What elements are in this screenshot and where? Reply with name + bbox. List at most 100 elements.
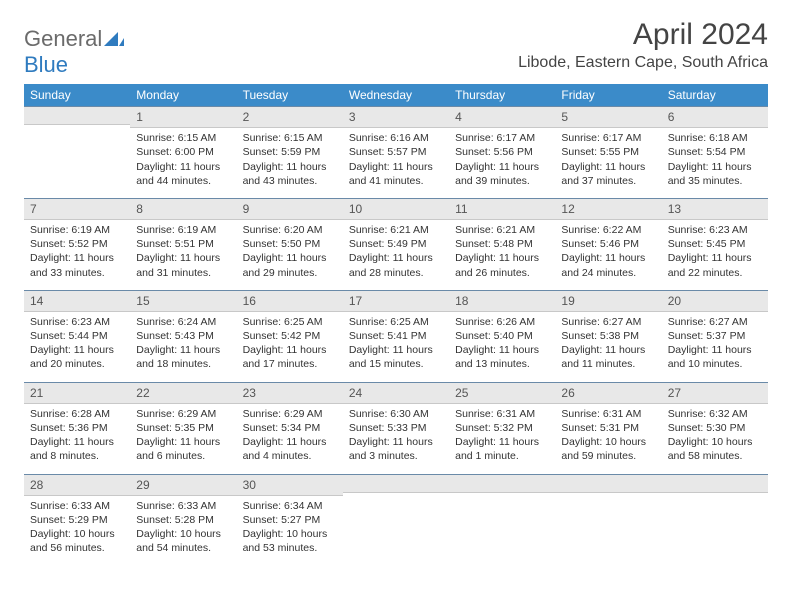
daylight-text: Daylight: 11 hours and 10 minutes. [668,343,762,371]
day-number: 15 [130,290,236,312]
calendar-day-cell: 22Sunrise: 6:29 AMSunset: 5:35 PMDayligh… [130,382,236,474]
day-content: Sunrise: 6:20 AMSunset: 5:50 PMDaylight:… [237,220,343,290]
calendar-day-cell: 20Sunrise: 6:27 AMSunset: 5:37 PMDayligh… [662,290,768,382]
calendar-day-cell: 15Sunrise: 6:24 AMSunset: 5:43 PMDayligh… [130,290,236,382]
calendar-day-cell: 25Sunrise: 6:31 AMSunset: 5:32 PMDayligh… [449,382,555,474]
sunrise-text: Sunrise: 6:17 AM [455,131,549,145]
calendar-day-cell: 3Sunrise: 6:16 AMSunset: 5:57 PMDaylight… [343,106,449,198]
sunrise-text: Sunrise: 6:33 AM [136,499,230,513]
day-content: Sunrise: 6:29 AMSunset: 5:34 PMDaylight:… [237,404,343,474]
day-number: 26 [555,382,661,404]
calendar-day-cell [24,106,130,198]
sunrise-text: Sunrise: 6:31 AM [561,407,655,421]
sunrise-text: Sunrise: 6:25 AM [243,315,337,329]
day-content: Sunrise: 6:15 AMSunset: 6:00 PMDaylight:… [130,128,236,198]
sunrise-text: Sunrise: 6:28 AM [30,407,124,421]
sunrise-text: Sunrise: 6:24 AM [136,315,230,329]
sunset-text: Sunset: 5:54 PM [668,145,762,159]
sunset-text: Sunset: 5:46 PM [561,237,655,251]
calendar-day-cell: 11Sunrise: 6:21 AMSunset: 5:48 PMDayligh… [449,198,555,290]
daylight-text: Daylight: 11 hours and 28 minutes. [349,251,443,279]
sunset-text: Sunset: 5:35 PM [136,421,230,435]
day-content: Sunrise: 6:17 AMSunset: 5:56 PMDaylight:… [449,128,555,198]
calendar-week-row: 28Sunrise: 6:33 AMSunset: 5:29 PMDayligh… [24,474,768,566]
sail-icon [104,30,124,51]
day-number: 2 [237,106,343,128]
sunset-text: Sunset: 5:27 PM [243,513,337,527]
daylight-text: Daylight: 11 hours and 15 minutes. [349,343,443,371]
sunset-text: Sunset: 5:52 PM [30,237,124,251]
brand-logo: General Blue [24,18,124,78]
day-number: 16 [237,290,343,312]
sunrise-text: Sunrise: 6:19 AM [30,223,124,237]
daylight-text: Daylight: 11 hours and 8 minutes. [30,435,124,463]
sunrise-text: Sunrise: 6:26 AM [455,315,549,329]
daylight-text: Daylight: 11 hours and 17 minutes. [243,343,337,371]
daylight-text: Daylight: 10 hours and 58 minutes. [668,435,762,463]
sunrise-text: Sunrise: 6:15 AM [136,131,230,145]
daylight-text: Daylight: 11 hours and 13 minutes. [455,343,549,371]
day-number [449,474,555,493]
daylight-text: Daylight: 11 hours and 41 minutes. [349,160,443,188]
day-number: 29 [130,474,236,496]
day-content: Sunrise: 6:23 AMSunset: 5:44 PMDaylight:… [24,312,130,382]
day-content: Sunrise: 6:25 AMSunset: 5:42 PMDaylight:… [237,312,343,382]
day-content: Sunrise: 6:32 AMSunset: 5:30 PMDaylight:… [662,404,768,474]
calendar-body: 1Sunrise: 6:15 AMSunset: 6:00 PMDaylight… [24,106,768,565]
day-number: 13 [662,198,768,220]
daylight-text: Daylight: 11 hours and 22 minutes. [668,251,762,279]
day-content: Sunrise: 6:27 AMSunset: 5:37 PMDaylight:… [662,312,768,382]
day-number: 17 [343,290,449,312]
day-content: Sunrise: 6:34 AMSunset: 5:27 PMDaylight:… [237,496,343,566]
day-number: 24 [343,382,449,404]
day-content: Sunrise: 6:17 AMSunset: 5:55 PMDaylight:… [555,128,661,198]
day-number [343,474,449,493]
sunrise-text: Sunrise: 6:19 AM [136,223,230,237]
calendar-day-cell: 23Sunrise: 6:29 AMSunset: 5:34 PMDayligh… [237,382,343,474]
day-number: 8 [130,198,236,220]
sunset-text: Sunset: 5:31 PM [561,421,655,435]
sunset-text: Sunset: 5:33 PM [349,421,443,435]
sunrise-text: Sunrise: 6:21 AM [349,223,443,237]
sunset-text: Sunset: 5:56 PM [455,145,549,159]
title-block: April 2024 Libode, Eastern Cape, South A… [518,18,768,72]
day-number: 23 [237,382,343,404]
sunset-text: Sunset: 5:40 PM [455,329,549,343]
weekday-header: Saturday [662,84,768,106]
daylight-text: Daylight: 10 hours and 53 minutes. [243,527,337,555]
day-number: 4 [449,106,555,128]
calendar-day-cell: 13Sunrise: 6:23 AMSunset: 5:45 PMDayligh… [662,198,768,290]
calendar-table: Sunday Monday Tuesday Wednesday Thursday… [24,84,768,565]
calendar-day-cell: 9Sunrise: 6:20 AMSunset: 5:50 PMDaylight… [237,198,343,290]
sunset-text: Sunset: 5:45 PM [668,237,762,251]
daylight-text: Daylight: 11 hours and 39 minutes. [455,160,549,188]
daylight-text: Daylight: 11 hours and 1 minute. [455,435,549,463]
sunrise-text: Sunrise: 6:33 AM [30,499,124,513]
day-content: Sunrise: 6:18 AMSunset: 5:54 PMDaylight:… [662,128,768,198]
sunset-text: Sunset: 6:00 PM [136,145,230,159]
sunrise-text: Sunrise: 6:20 AM [243,223,337,237]
daylight-text: Daylight: 11 hours and 33 minutes. [30,251,124,279]
daylight-text: Daylight: 11 hours and 24 minutes. [561,251,655,279]
day-number: 7 [24,198,130,220]
day-content [555,493,661,506]
day-content: Sunrise: 6:16 AMSunset: 5:57 PMDaylight:… [343,128,449,198]
sunset-text: Sunset: 5:34 PM [243,421,337,435]
day-number: 25 [449,382,555,404]
sunrise-text: Sunrise: 6:23 AM [30,315,124,329]
day-content: Sunrise: 6:19 AMSunset: 5:51 PMDaylight:… [130,220,236,290]
sunset-text: Sunset: 5:57 PM [349,145,443,159]
day-content: Sunrise: 6:25 AMSunset: 5:41 PMDaylight:… [343,312,449,382]
day-content: Sunrise: 6:26 AMSunset: 5:40 PMDaylight:… [449,312,555,382]
sunrise-text: Sunrise: 6:34 AM [243,499,337,513]
weekday-header: Tuesday [237,84,343,106]
calendar-week-row: 7Sunrise: 6:19 AMSunset: 5:52 PMDaylight… [24,198,768,290]
sunset-text: Sunset: 5:50 PM [243,237,337,251]
weekday-header: Friday [555,84,661,106]
sunrise-text: Sunrise: 6:31 AM [455,407,549,421]
sunset-text: Sunset: 5:51 PM [136,237,230,251]
daylight-text: Daylight: 11 hours and 31 minutes. [136,251,230,279]
calendar-day-cell: 18Sunrise: 6:26 AMSunset: 5:40 PMDayligh… [449,290,555,382]
day-content [343,493,449,506]
sunset-text: Sunset: 5:55 PM [561,145,655,159]
